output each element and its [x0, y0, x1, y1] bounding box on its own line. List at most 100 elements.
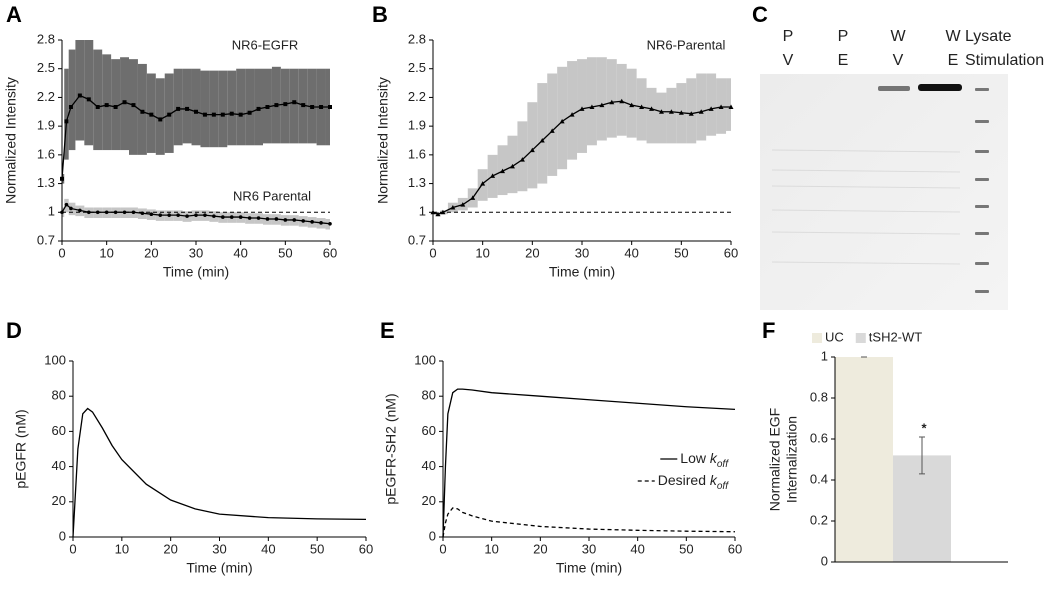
point — [319, 105, 324, 109]
point — [668, 109, 674, 114]
x-tick-label: 0 — [58, 245, 65, 260]
point — [629, 102, 635, 108]
point — [247, 216, 252, 220]
legend-label-part: Low — [680, 450, 710, 466]
series-line — [72, 407, 367, 538]
legend-label-part: off — [717, 481, 729, 492]
point — [440, 209, 446, 215]
y-tick-label: 1 — [48, 204, 55, 219]
band — [137, 63, 147, 155]
band — [191, 68, 201, 146]
x-tick-label: 30 — [189, 245, 203, 260]
y-axis-title: Internalization — [784, 416, 800, 503]
annotation: * — [921, 420, 927, 435]
panel-label: A — [6, 2, 22, 27]
point — [122, 100, 127, 105]
point — [131, 210, 136, 215]
y-tick-label: 60 — [52, 423, 66, 438]
y-tick-label: 2.8 — [408, 31, 426, 46]
point — [283, 102, 288, 107]
y-tick-label: 1 — [419, 204, 426, 219]
point — [319, 221, 323, 225]
series-line — [442, 388, 736, 538]
y-tick-label: 20 — [52, 493, 66, 508]
blot-membrane — [760, 74, 1008, 310]
point — [194, 109, 198, 114]
band — [567, 61, 578, 160]
y-tick-label: 0 — [59, 528, 66, 543]
x-tick-label: 60 — [724, 245, 738, 260]
y-tick-label: 0 — [821, 553, 828, 568]
y-axis-title: Normalized Intensity — [375, 77, 391, 204]
x-tick-label: 30 — [575, 245, 589, 260]
legend-label: Low koff — [680, 450, 729, 470]
band — [596, 57, 607, 141]
blot-band — [878, 86, 910, 91]
panel-label: E — [380, 318, 395, 343]
point — [229, 111, 234, 116]
band — [696, 73, 707, 141]
series-line — [432, 100, 731, 215]
point — [64, 202, 69, 207]
point — [247, 110, 252, 115]
y-tick-label: 1.6 — [37, 146, 55, 161]
band — [111, 59, 121, 151]
point — [77, 93, 82, 98]
point — [167, 213, 171, 217]
point — [529, 147, 535, 153]
point — [113, 105, 118, 109]
y-tick-label: 2.2 — [408, 89, 426, 104]
point — [176, 213, 180, 217]
y-tick-label: 100 — [44, 352, 66, 367]
x-tick-label: 20 — [144, 245, 158, 260]
x-tick-label: 50 — [310, 541, 324, 556]
point — [435, 211, 441, 217]
point — [328, 221, 332, 226]
band — [245, 68, 255, 146]
x-tick-label: 10 — [115, 541, 129, 556]
lane-lysate: W — [890, 28, 906, 45]
blot-band — [918, 84, 962, 91]
point — [649, 106, 655, 111]
point — [238, 215, 243, 219]
band — [102, 54, 112, 151]
y-tick-label: 2.5 — [37, 60, 55, 75]
point — [589, 104, 595, 109]
band — [84, 40, 94, 146]
point — [609, 99, 615, 105]
point — [480, 181, 486, 186]
y-tick-label: 0.2 — [810, 512, 828, 527]
point — [688, 111, 694, 116]
point — [95, 105, 100, 109]
panel-label: B — [372, 2, 388, 27]
point — [292, 100, 297, 105]
blot-ladder — [975, 88, 989, 293]
point — [470, 195, 476, 200]
point — [678, 110, 684, 115]
y-tick-label: 40 — [52, 458, 66, 473]
y-tick-label: 0.8 — [810, 389, 828, 404]
point — [718, 104, 724, 109]
legend-label-part: off — [717, 459, 729, 470]
lane-lysate: P — [838, 28, 849, 45]
y-tick-label: 1.6 — [408, 146, 426, 161]
series-label: NR6-Parental — [647, 37, 726, 52]
x-tick-label: 0 — [439, 541, 446, 556]
point — [212, 214, 216, 218]
point — [220, 112, 225, 117]
point — [95, 210, 100, 215]
point — [203, 213, 207, 217]
bar — [835, 357, 893, 562]
point — [728, 104, 734, 109]
point — [167, 112, 172, 117]
point — [194, 213, 198, 217]
y-tick-label: 1 — [821, 348, 828, 363]
point — [122, 210, 127, 215]
y-axis-title: Normalized Intensity — [3, 77, 19, 204]
x-tick-label: 10 — [484, 541, 498, 556]
point — [87, 210, 91, 215]
legend-label-part: Desired — [658, 472, 710, 488]
point — [569, 112, 575, 117]
